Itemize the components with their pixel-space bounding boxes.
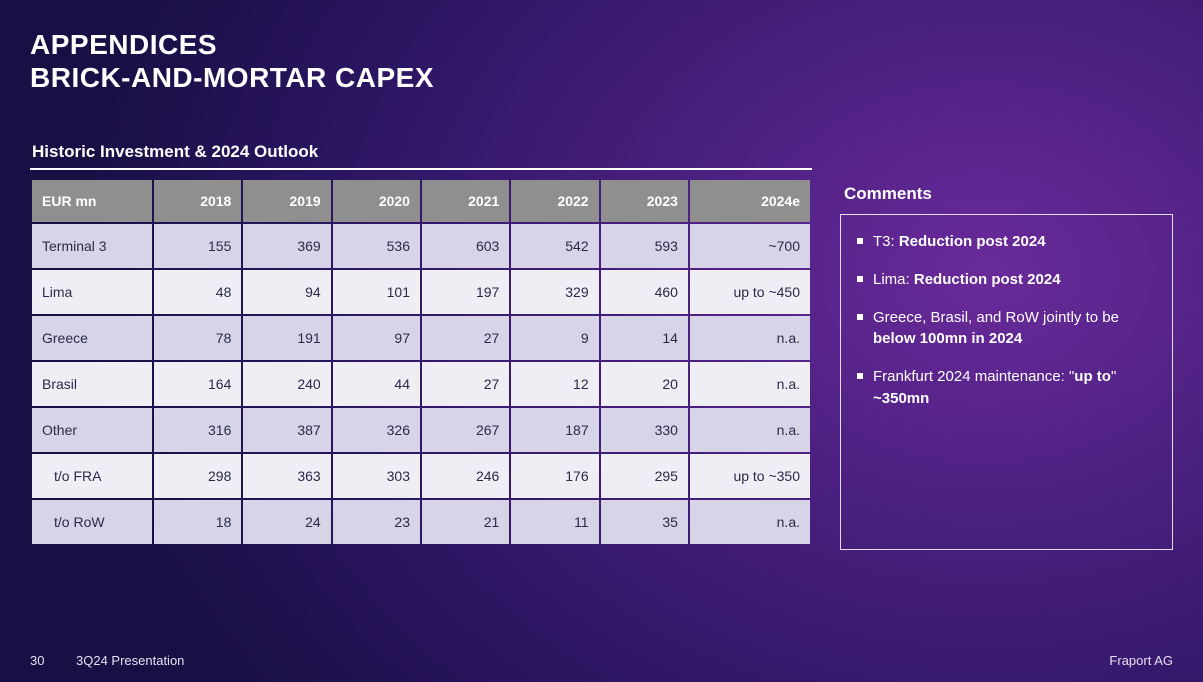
cell: 329	[511, 270, 598, 314]
cell: 12	[511, 362, 598, 406]
cell: 240	[243, 362, 330, 406]
slide-footer: 30 3Q24 Presentation Fraport AG	[30, 653, 1173, 668]
row-label: Greece	[32, 316, 152, 360]
cell: 9	[511, 316, 598, 360]
title-line1: APPENDICES	[30, 28, 1173, 61]
cell: 20	[601, 362, 688, 406]
row-label: Terminal 3	[32, 224, 152, 268]
table-row: Brasil16424044271220n.a.	[32, 362, 810, 406]
cell: 316	[154, 408, 241, 452]
cell: 164	[154, 362, 241, 406]
cell: 298	[154, 454, 241, 498]
cell: 78	[154, 316, 241, 360]
table-row: Greece781919727914n.a.	[32, 316, 810, 360]
cell: 14	[601, 316, 688, 360]
col-header: 2024e	[690, 180, 810, 222]
cell: n.a.	[690, 500, 810, 544]
cell: n.a.	[690, 408, 810, 452]
col-header: 2019	[243, 180, 330, 222]
cell: 326	[333, 408, 420, 452]
comment-item: Frankfurt 2024 maintenance: "up to" ~350…	[855, 366, 1158, 410]
cell: 330	[601, 408, 688, 452]
table-row: Terminal 3155369536603542593~700	[32, 224, 810, 268]
cell: 295	[601, 454, 688, 498]
cell: 155	[154, 224, 241, 268]
cell: 369	[243, 224, 330, 268]
cell: 18	[154, 500, 241, 544]
comment-item: Greece, Brasil, and RoW jointly to be be…	[855, 307, 1158, 351]
col-header-rowlabel: EUR mn	[32, 180, 152, 222]
capex-table: EUR mn 2018 2019 2020 2021 2022 2023 202…	[30, 178, 812, 546]
cell: 176	[511, 454, 598, 498]
table-body: Terminal 3155369536603542593~700Lima4894…	[32, 224, 810, 544]
table-row: Lima4894101197329460up to ~450	[32, 270, 810, 314]
cell: 603	[422, 224, 509, 268]
cell: n.a.	[690, 316, 810, 360]
cell: 460	[601, 270, 688, 314]
cell: 24	[243, 500, 330, 544]
row-label: Lima	[32, 270, 152, 314]
comment-item: T3: Reduction post 2024	[855, 231, 1158, 253]
row-label: t/o RoW	[32, 500, 152, 544]
cell: 187	[511, 408, 598, 452]
cell: 101	[333, 270, 420, 314]
comments-block: Comments T3: Reduction post 2024 Lima: Re…	[840, 142, 1173, 550]
cell: 536	[333, 224, 420, 268]
col-header: 2021	[422, 180, 509, 222]
cell: 27	[422, 316, 509, 360]
cell: 542	[511, 224, 598, 268]
cell: 94	[243, 270, 330, 314]
cell: 27	[422, 362, 509, 406]
cell: ~700	[690, 224, 810, 268]
comment-item: Lima: Reduction post 2024	[855, 269, 1158, 291]
table-row: Other316387326267187330n.a.	[32, 408, 810, 452]
cell: 387	[243, 408, 330, 452]
slide-title: APPENDICES BRICK-AND-MORTAR CAPEX	[30, 28, 1173, 94]
col-header: 2022	[511, 180, 598, 222]
row-label: t/o FRA	[32, 454, 152, 498]
table-title: Historic Investment & 2024 Outlook	[30, 142, 812, 170]
cell: 97	[333, 316, 420, 360]
table-head: EUR mn 2018 2019 2020 2021 2022 2023 202…	[32, 180, 810, 222]
title-line2: BRICK-AND-MORTAR CAPEX	[30, 61, 1173, 94]
table-header-row: EUR mn 2018 2019 2020 2021 2022 2023 202…	[32, 180, 810, 222]
col-header: 2020	[333, 180, 420, 222]
row-label: Brasil	[32, 362, 152, 406]
cell: n.a.	[690, 362, 810, 406]
cell: up to ~450	[690, 270, 810, 314]
table-row: t/o FRA298363303246176295up to ~350	[32, 454, 810, 498]
col-header: 2018	[154, 180, 241, 222]
comments-list: T3: Reduction post 2024 Lima: Reduction p…	[855, 231, 1158, 410]
cell: 23	[333, 500, 420, 544]
cell: 303	[333, 454, 420, 498]
col-header: 2023	[601, 180, 688, 222]
footer-left: 3Q24 Presentation	[76, 653, 184, 668]
table-row: t/o RoW182423211135n.a.	[32, 500, 810, 544]
cell: 21	[422, 500, 509, 544]
cell: 267	[422, 408, 509, 452]
cell: up to ~350	[690, 454, 810, 498]
comments-title: Comments	[844, 184, 1173, 204]
slide: APPENDICES BRICK-AND-MORTAR CAPEX Histor…	[0, 0, 1203, 682]
footer-right: Fraport AG	[1109, 653, 1173, 668]
cell: 191	[243, 316, 330, 360]
cell: 197	[422, 270, 509, 314]
comments-box: T3: Reduction post 2024 Lima: Reduction p…	[840, 214, 1173, 550]
cell: 48	[154, 270, 241, 314]
page-number: 30	[30, 653, 76, 668]
content-row: Historic Investment & 2024 Outlook EUR m…	[30, 142, 1173, 550]
capex-table-block: Historic Investment & 2024 Outlook EUR m…	[30, 142, 812, 550]
cell: 44	[333, 362, 420, 406]
cell: 11	[511, 500, 598, 544]
row-label: Other	[32, 408, 152, 452]
cell: 246	[422, 454, 509, 498]
cell: 35	[601, 500, 688, 544]
cell: 363	[243, 454, 330, 498]
cell: 593	[601, 224, 688, 268]
